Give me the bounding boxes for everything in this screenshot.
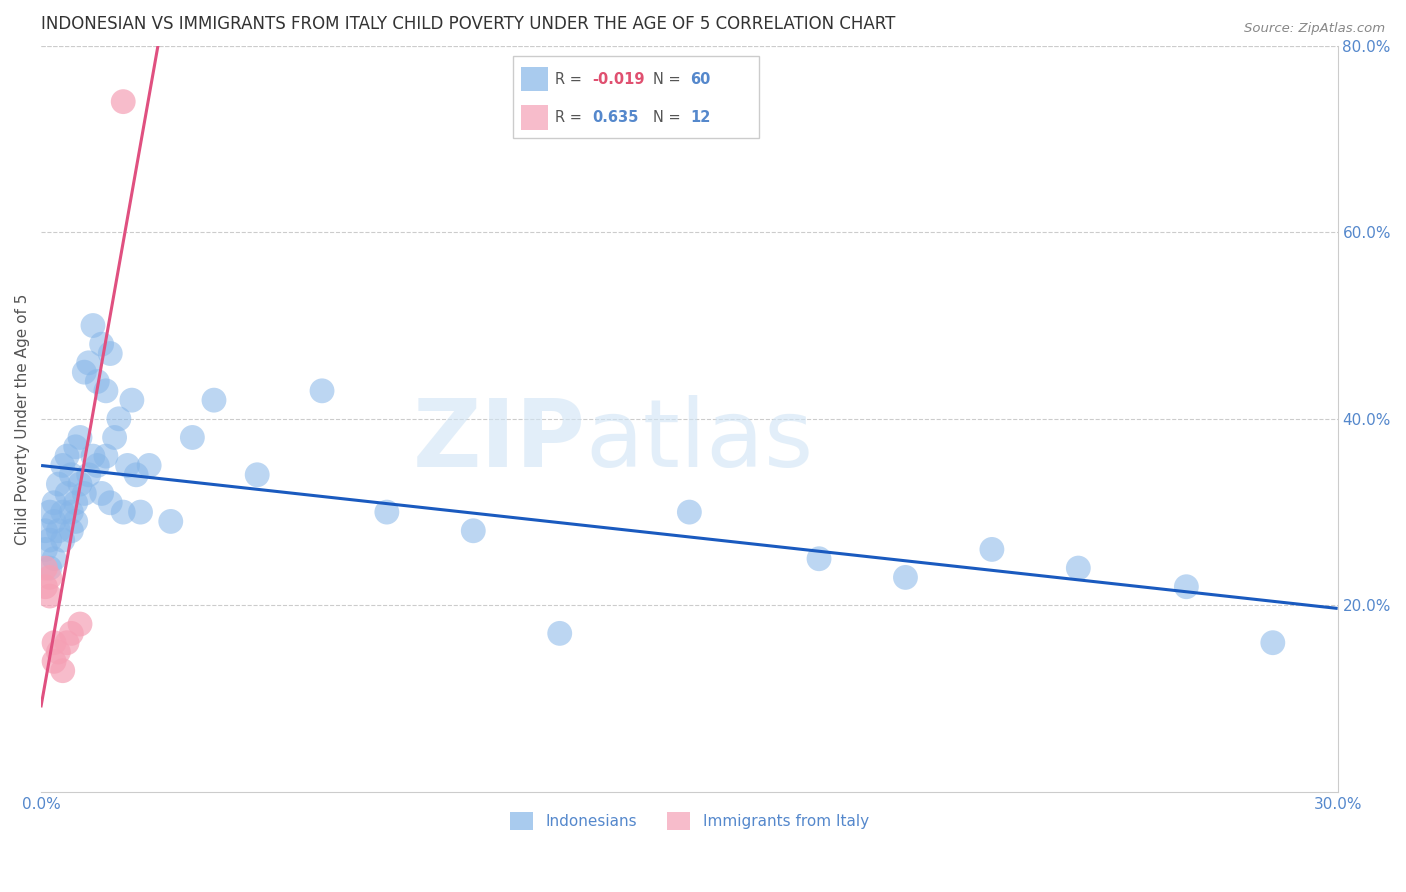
Point xyxy=(52,505,75,519)
Bar xyxy=(520,67,547,92)
Point xyxy=(1175,580,1198,594)
Bar xyxy=(520,105,547,130)
FancyBboxPatch shape xyxy=(513,56,759,138)
Point xyxy=(73,486,96,500)
Point xyxy=(38,533,60,547)
Point xyxy=(48,645,70,659)
Point xyxy=(112,95,135,109)
Point xyxy=(65,496,87,510)
Point xyxy=(60,467,83,482)
Text: R =: R = xyxy=(555,111,591,125)
Point xyxy=(108,412,131,426)
Text: 60: 60 xyxy=(690,71,710,87)
Point xyxy=(69,430,91,444)
Point xyxy=(138,458,160,473)
Point xyxy=(94,384,117,398)
Text: Source: ZipAtlas.com: Source: ZipAtlas.com xyxy=(1244,22,1385,36)
Point xyxy=(202,393,225,408)
Point xyxy=(48,477,70,491)
Point xyxy=(121,393,143,408)
Y-axis label: Child Poverty Under the Age of 5: Child Poverty Under the Age of 5 xyxy=(15,293,30,544)
Point xyxy=(103,430,125,444)
Point xyxy=(86,375,108,389)
Point xyxy=(548,626,571,640)
Point xyxy=(129,505,152,519)
Point xyxy=(86,458,108,473)
Point xyxy=(1067,561,1090,575)
Text: INDONESIAN VS IMMIGRANTS FROM ITALY CHILD POVERTY UNDER THE AGE OF 5 CORRELATION: INDONESIAN VS IMMIGRANTS FROM ITALY CHIL… xyxy=(41,15,896,33)
Point xyxy=(125,467,148,482)
Point xyxy=(112,505,135,519)
Point xyxy=(678,505,700,519)
Point xyxy=(98,346,121,360)
Text: atlas: atlas xyxy=(586,395,814,487)
Point xyxy=(52,458,75,473)
Point xyxy=(38,561,60,575)
Point xyxy=(375,505,398,519)
Point xyxy=(34,524,56,538)
Point xyxy=(90,486,112,500)
Point xyxy=(980,542,1002,557)
Point xyxy=(34,561,56,575)
Point xyxy=(42,654,65,668)
Point xyxy=(117,458,139,473)
Point xyxy=(42,551,65,566)
Text: ZIP: ZIP xyxy=(413,395,586,487)
Point xyxy=(90,337,112,351)
Text: N =: N = xyxy=(654,111,686,125)
Point xyxy=(52,664,75,678)
Text: N =: N = xyxy=(654,71,686,87)
Point xyxy=(69,477,91,491)
Point xyxy=(82,318,104,333)
Legend: Indonesians, Immigrants from Italy: Indonesians, Immigrants from Italy xyxy=(503,805,875,837)
Text: 0.635: 0.635 xyxy=(592,111,638,125)
Point xyxy=(246,467,269,482)
Point xyxy=(56,636,79,650)
Point xyxy=(1261,636,1284,650)
Point xyxy=(98,496,121,510)
Point xyxy=(463,524,485,538)
Point xyxy=(65,440,87,454)
Point xyxy=(42,636,65,650)
Text: -0.019: -0.019 xyxy=(592,71,644,87)
Point xyxy=(94,449,117,463)
Point xyxy=(42,515,65,529)
Point xyxy=(65,515,87,529)
Point xyxy=(38,589,60,603)
Point xyxy=(69,617,91,632)
Point xyxy=(311,384,333,398)
Point xyxy=(82,449,104,463)
Point xyxy=(73,365,96,379)
Point xyxy=(56,449,79,463)
Point xyxy=(38,505,60,519)
Point xyxy=(894,570,917,584)
Point xyxy=(60,505,83,519)
Point xyxy=(60,626,83,640)
Point xyxy=(77,356,100,370)
Point xyxy=(808,551,831,566)
Point xyxy=(56,486,79,500)
Point xyxy=(48,524,70,538)
Point xyxy=(181,430,204,444)
Point xyxy=(42,496,65,510)
Point xyxy=(34,580,56,594)
Point xyxy=(52,533,75,547)
Point xyxy=(60,524,83,538)
Point xyxy=(77,467,100,482)
Point xyxy=(38,570,60,584)
Point xyxy=(159,515,181,529)
Text: R =: R = xyxy=(555,71,586,87)
Point xyxy=(34,542,56,557)
Text: 12: 12 xyxy=(690,111,710,125)
